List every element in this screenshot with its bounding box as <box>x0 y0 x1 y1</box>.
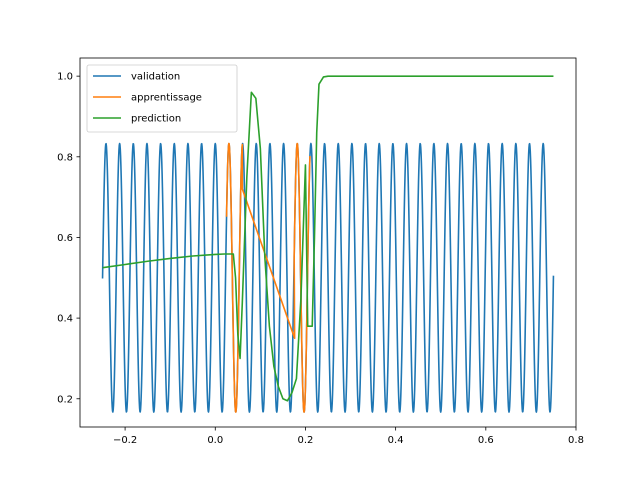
y-tick-label: 0.6 <box>57 233 73 244</box>
y-tick-label: 0.4 <box>57 314 73 325</box>
legend-box <box>86 64 238 133</box>
x-axis: −0.2 0.0 0.2 0.4 0.6 0.8 <box>113 427 584 446</box>
legend-label: apprentissage <box>131 93 202 104</box>
series-line-apprentissage <box>225 142 311 413</box>
y-axis: 0.2 0.4 0.6 0.8 1.0 <box>57 72 80 405</box>
x-tick-label: 0.2 <box>298 435 314 446</box>
x-tick-label: 0.4 <box>388 435 404 446</box>
x-tick-label: 0.6 <box>478 435 494 446</box>
y-tick-label: 1.0 <box>57 72 73 83</box>
legend: validation apprentissage prediction <box>86 64 238 133</box>
series-layer <box>101 75 555 413</box>
series-line-validation <box>101 142 555 413</box>
y-tick-label: 0.2 <box>57 394 73 405</box>
legend-label: validation <box>131 72 180 83</box>
y-tick-label: 0.8 <box>57 152 73 163</box>
plot-frame <box>79 57 577 428</box>
series-line-prediction <box>102 75 554 402</box>
x-tick-label: −0.2 <box>113 435 137 446</box>
x-tick-label: 0.0 <box>207 435 223 446</box>
legend-label: prediction <box>131 114 181 125</box>
x-tick-label: 0.8 <box>568 435 584 446</box>
